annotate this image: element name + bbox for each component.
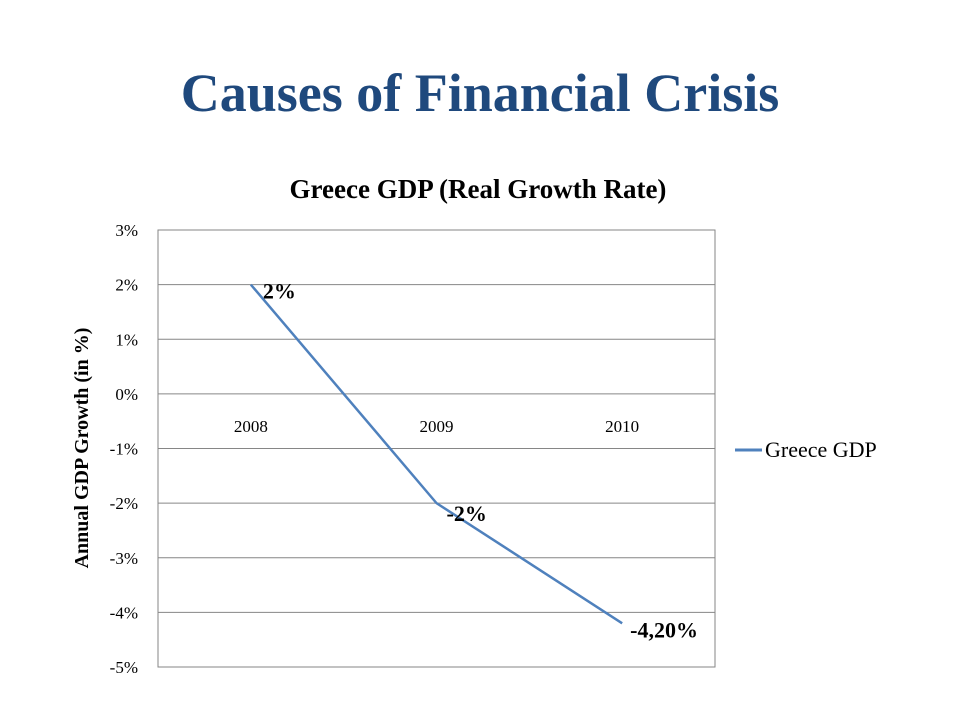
y-tick-label: 3% [115, 221, 138, 240]
y-axis-label: Annual GDP Growth (in %) [71, 328, 93, 569]
y-axis-ticks: 3% 2% 1% 0% -1% -2% -3% -4% -5% [110, 221, 138, 677]
x-axis-ticks: 2008 2009 2010 [234, 417, 639, 436]
series-group [249, 283, 623, 625]
chart-title: Greece GDP (Real Growth Rate) [290, 174, 667, 204]
data-labels: 2% -2% -4,20% [263, 279, 698, 643]
legend: Greece GDP [735, 437, 877, 462]
y-tick-label: -2% [110, 494, 138, 513]
y-tick-label: 1% [115, 330, 138, 349]
data-label: -4,20% [630, 617, 698, 642]
y-tick-label: 0% [115, 385, 138, 404]
data-label: -2% [447, 501, 487, 526]
gridlines [157, 229, 716, 668]
y-tick-label: -3% [110, 549, 138, 568]
y-tick-label: 2% [115, 276, 138, 295]
y-tick-label: -5% [110, 658, 138, 677]
x-tick-label: 2008 [234, 417, 268, 436]
y-tick-label: -1% [110, 440, 138, 459]
x-tick-label: 2009 [420, 417, 454, 436]
slide-title: Causes of Financial Crisis [180, 63, 780, 123]
series-line-greece-gdp [249, 283, 623, 625]
y-tick-label: -4% [110, 603, 138, 622]
x-tick-label: 2010 [605, 417, 639, 436]
data-label: 2% [263, 279, 296, 304]
legend-label: Greece GDP [765, 437, 877, 462]
